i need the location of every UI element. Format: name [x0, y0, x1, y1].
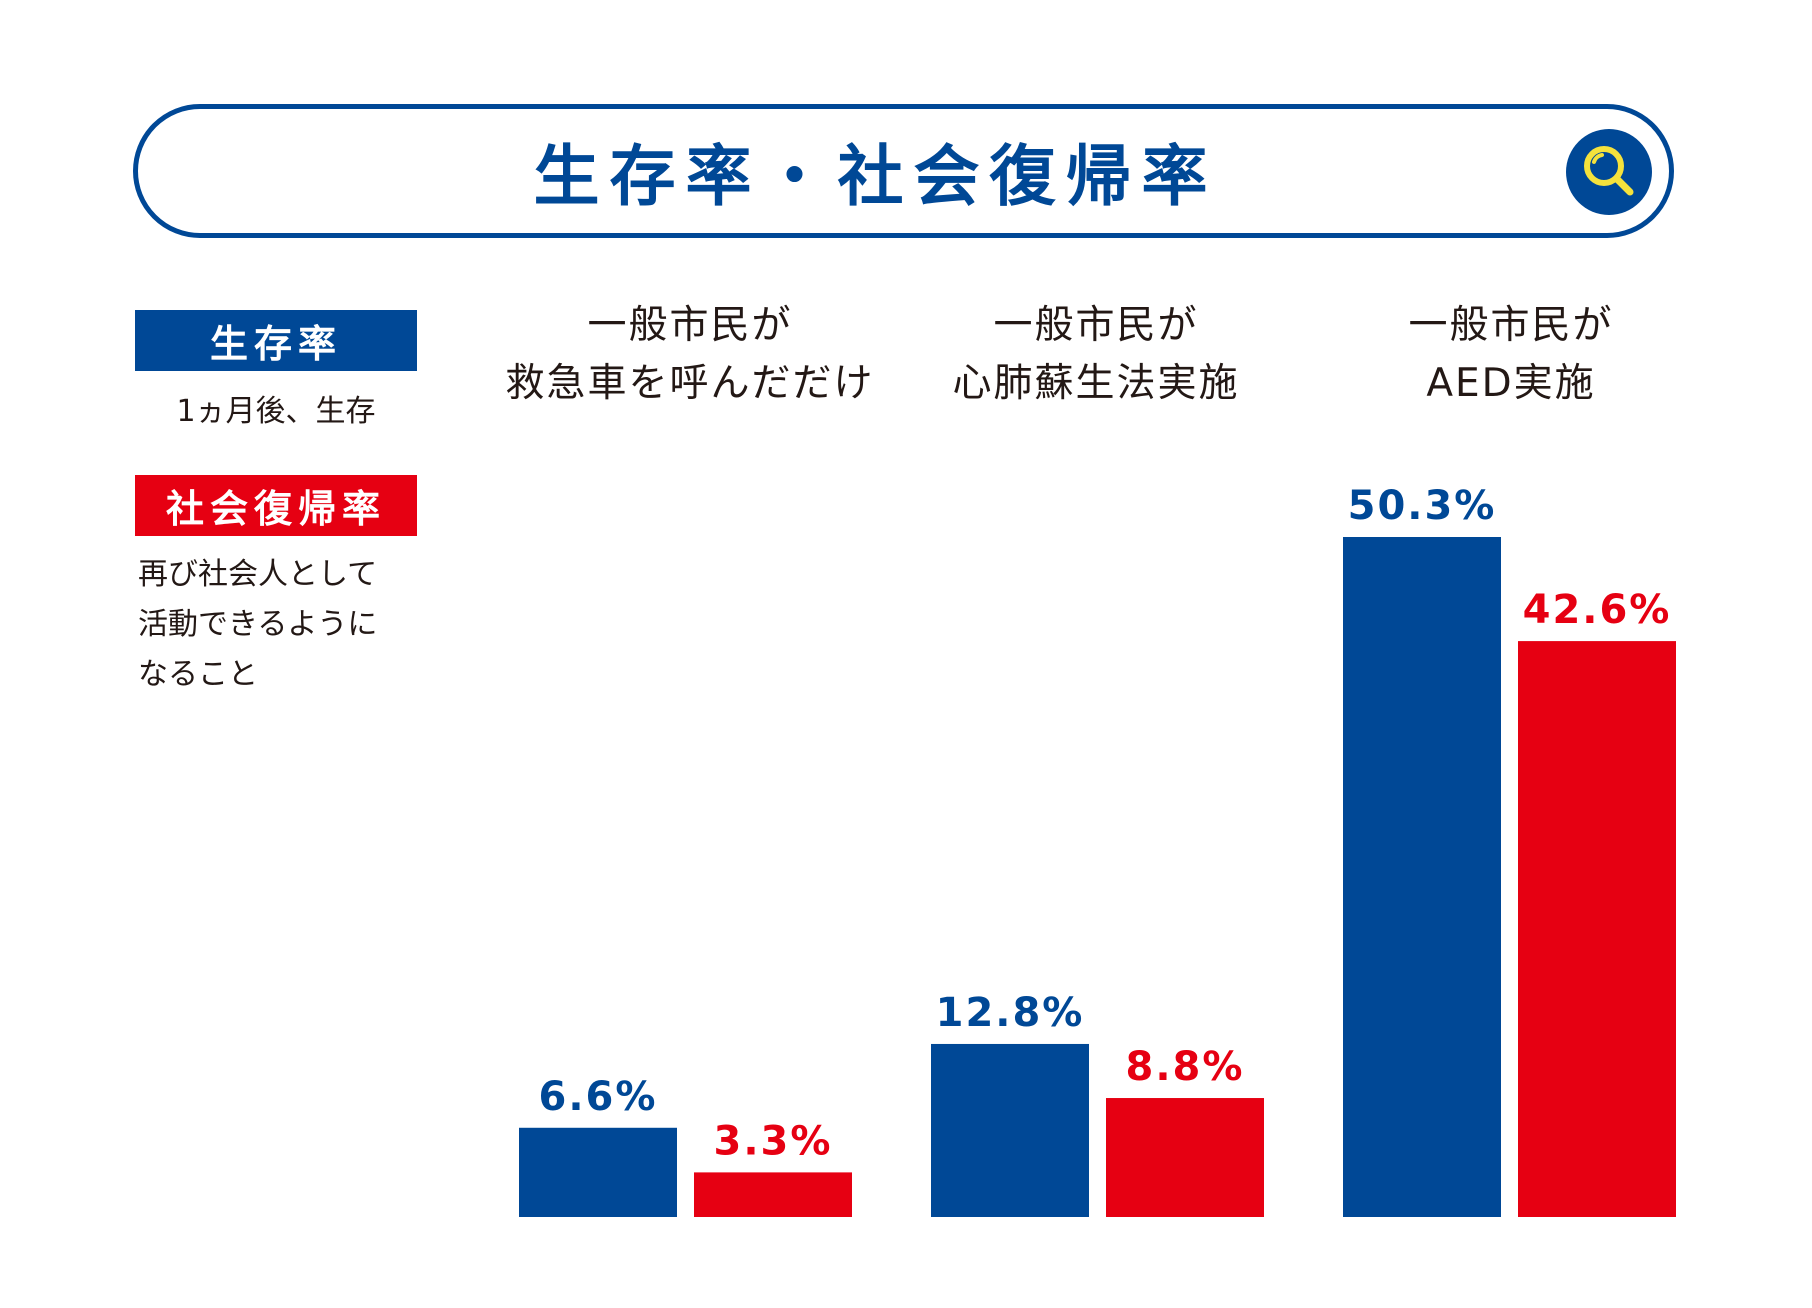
- category-label-cpr: 一般市民が 心肺蘇生法実施: [866, 297, 1326, 413]
- category-label-line: AED実施: [1426, 361, 1596, 406]
- category-label-line: 一般市民が: [1408, 303, 1614, 348]
- data-label-survival-0: 6.6%: [539, 1074, 658, 1120]
- data-label-survival-2: 50.3%: [1348, 483, 1497, 529]
- category-label-line: 救急車を呼んだだけ: [505, 361, 875, 406]
- bar-survival-1: [931, 1043, 1089, 1217]
- data-label-survival-1: 12.8%: [936, 990, 1085, 1036]
- category-label-line: 一般市民が: [587, 303, 793, 348]
- page-title: 生存率・社会復帰率: [533, 138, 1218, 215]
- category-label-call-only: 一般市民が 救急車を呼んだだけ: [460, 297, 920, 413]
- legend-survival-label: 生存率: [135, 310, 417, 371]
- bar-social-0: [694, 1172, 852, 1217]
- bar-survival-2: [1343, 537, 1501, 1217]
- data-label-social-0: 3.3%: [714, 1118, 833, 1164]
- legend-social-description-line: 再び社会人として: [138, 557, 378, 592]
- legend-social-description-line: 活動できるように: [138, 607, 378, 642]
- search-icon: [1584, 146, 1634, 196]
- category-label-aed: 一般市民が AED実施: [1281, 297, 1741, 413]
- legend-social-label: 社会復帰率: [135, 475, 417, 536]
- bar-social-1: [1106, 1098, 1264, 1217]
- legend-social-description: 再び社会人として 活動できるように なること: [138, 550, 428, 700]
- data-label-social-2: 42.6%: [1523, 587, 1672, 633]
- category-label-line: 心肺蘇生法実施: [952, 361, 1240, 406]
- legend-social-description-line: なること: [138, 657, 258, 692]
- data-label-social-1: 8.8%: [1126, 1044, 1245, 1090]
- search-badge: [1566, 129, 1652, 215]
- bar-social-2: [1518, 641, 1676, 1217]
- legend-survival-description: 1ヵ月後、生存: [176, 394, 376, 429]
- category-label-line: 一般市民が: [993, 303, 1199, 348]
- bar-survival-0: [519, 1127, 677, 1217]
- title-banner: 生存率・社会復帰率: [133, 104, 1674, 238]
